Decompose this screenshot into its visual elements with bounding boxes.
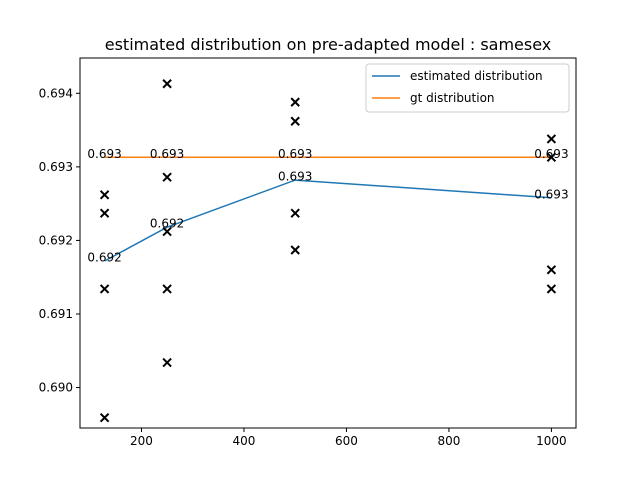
data-label: 0.693 [150,147,184,161]
y-tick-label: 0.694 [39,86,73,100]
scatter-marker-stroke [162,172,172,182]
data-label: 0.692 [87,251,121,265]
scatter-marker-stroke [546,134,557,144]
scatter-marker-stroke [99,284,110,294]
chart-title: estimated distribution on pre-adapted mo… [105,35,552,54]
scatter-marker-stroke [162,357,172,368]
legend-label: gt distribution [410,91,495,105]
legend-label: estimated distribution [410,69,543,83]
x-tick-label: 1000 [536,434,567,448]
x-tick-label: 400 [233,434,256,448]
scatter-point [99,412,110,423]
legend-frame [365,63,570,113]
scatter-point [162,79,172,89]
x-tick-label: 800 [437,434,460,448]
scatter-point [290,116,300,126]
scatter-point [290,97,300,107]
data-label: 0.692 [150,217,184,231]
x-tick-label: 200 [130,434,153,448]
y-tick-label: 0.691 [39,307,73,321]
data-label: 0.693 [278,170,312,184]
legend: estimated distribution gt distribution [365,63,570,113]
x-axis: 200 400 600 800 1000 [130,428,567,448]
scatter-marker-stroke [290,245,300,255]
y-tick-label: 0.693 [39,160,73,174]
scatter-marker-stroke [546,265,557,275]
data-label: 0.693 [87,147,121,161]
plot-content: 0.692 0.692 0.693 0.693 0.693 0.693 0.693 0.693 [87,79,569,423]
y-tick-label: 0.692 [39,233,73,247]
scatter-point [162,226,172,237]
scatter-marker-stroke [99,412,110,423]
scatter-marker-stroke [162,79,172,89]
x-tick-label: 600 [335,434,358,448]
scatter-point [290,208,300,218]
scatter-marker-stroke [162,284,172,294]
scatter-point [162,284,172,294]
y-tick-label: 0.690 [39,381,73,395]
scatter-point [546,134,557,144]
data-label: 0.693 [534,147,568,161]
scatter-marker-stroke [290,208,300,218]
data-label: 0.693 [278,147,312,161]
scatter-marker-stroke [290,97,300,107]
scatter-marker-stroke [290,116,300,126]
scatter-point [546,284,557,294]
scatter-point [546,152,557,163]
scatter-marker-stroke [546,284,557,294]
scatter-point [99,208,110,218]
scatter-point [162,172,172,182]
scatter-point [546,265,557,275]
data-label: 0.693 [534,187,568,201]
scatter-point [162,357,172,368]
axes-frame [79,57,577,429]
scatter-marker-stroke [99,208,110,218]
scatter-point [99,284,110,294]
scatter-marker-stroke [546,152,557,163]
scatter-marker-stroke [99,190,110,200]
scatter-point [290,245,300,255]
scatter-point [99,190,110,200]
series-line-0 [104,179,552,262]
scatter-marker-stroke [162,226,172,237]
y-axis: 0.690 0.691 0.692 0.693 0.694 [39,86,80,395]
